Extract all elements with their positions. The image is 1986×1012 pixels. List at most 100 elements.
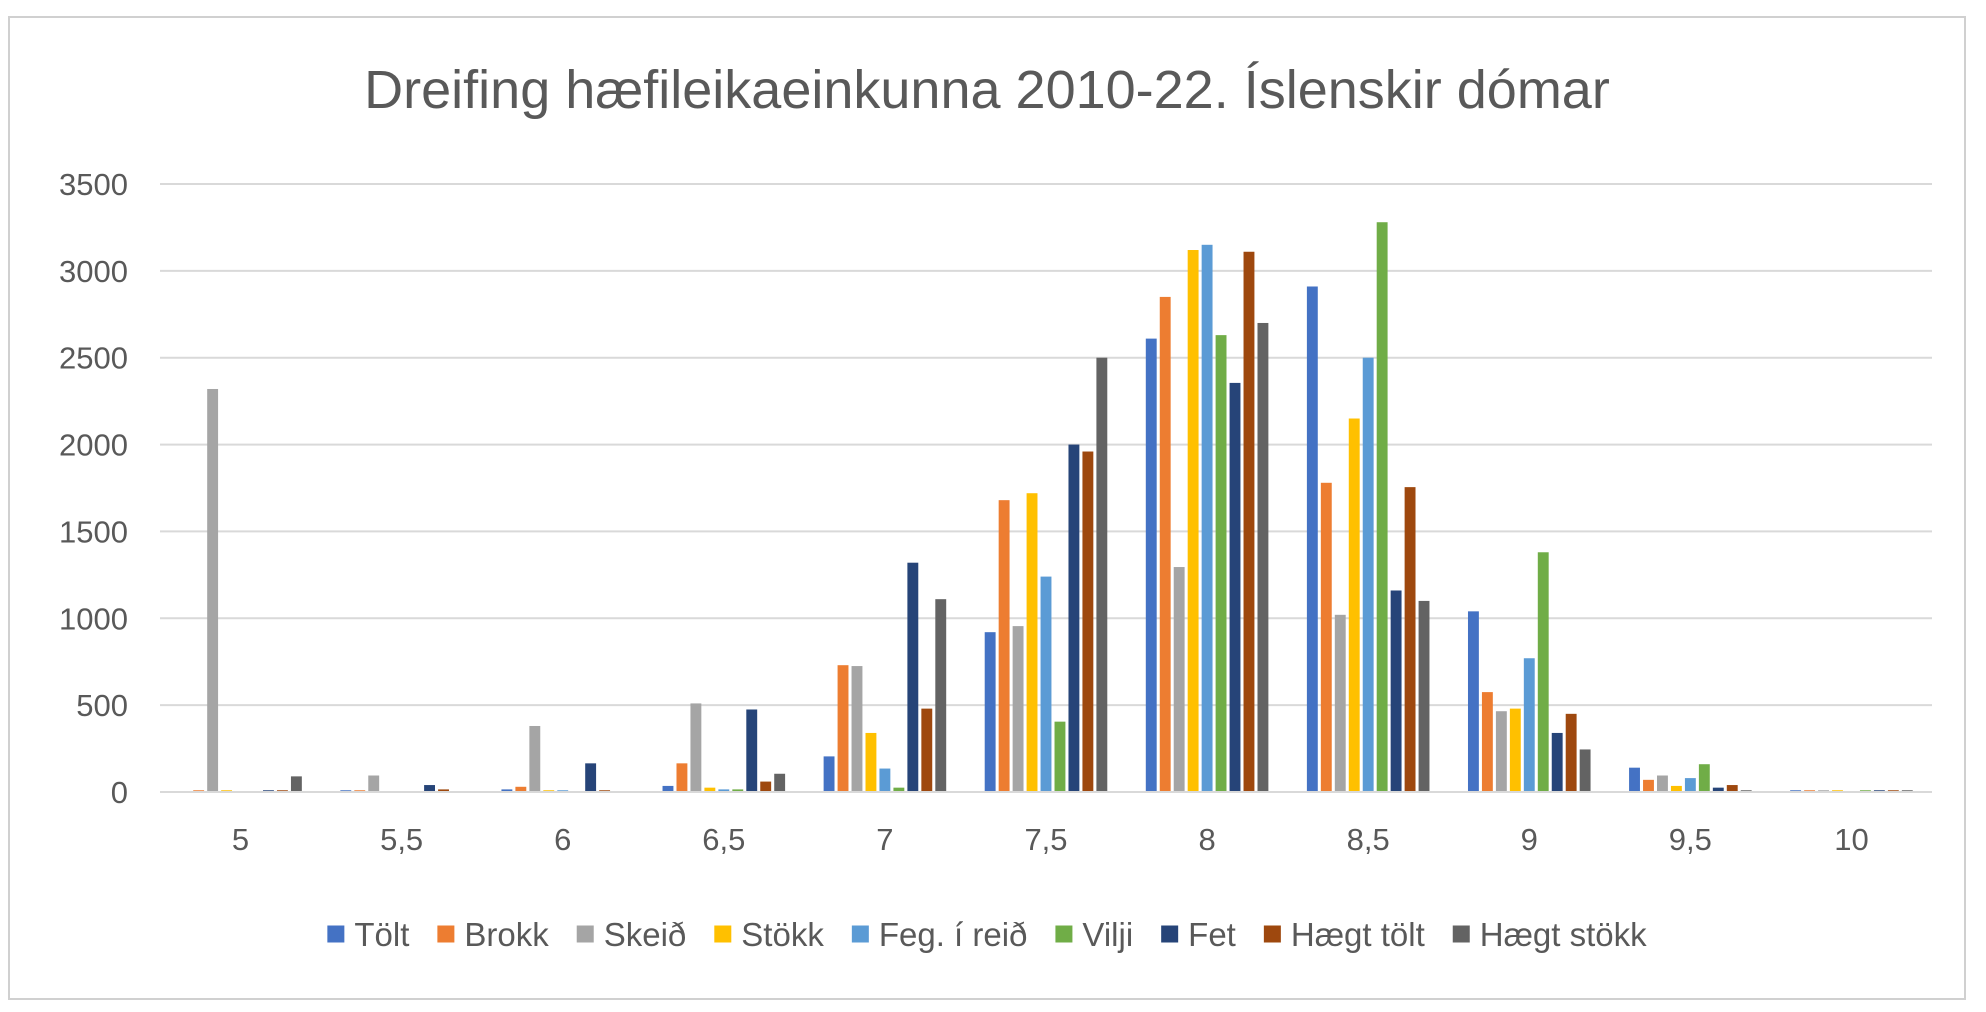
bar-fet-6-5 xyxy=(746,709,758,792)
legend-item: Vilji xyxy=(1055,916,1133,953)
legend-label: Brokk xyxy=(464,916,549,953)
bar-skeið-5 xyxy=(207,388,219,792)
bar-fet-7 xyxy=(907,562,919,792)
x-tick-label: 7,5 xyxy=(1024,822,1067,857)
bar-skeið-9-5 xyxy=(1657,775,1668,792)
bar-hægt-tölt-7-5 xyxy=(1082,451,1094,792)
legend-label: Hægt tölt xyxy=(1291,916,1425,953)
bar-hægt-tölt-6-5 xyxy=(760,781,772,792)
bar-fet-7-5 xyxy=(1068,444,1080,792)
bar-hægt-stökk-6-5 xyxy=(774,773,786,792)
legend-swatch xyxy=(1452,925,1470,943)
bar-tölt-8 xyxy=(1145,338,1157,792)
legend-swatch xyxy=(327,925,345,943)
legend-item: Hægt tölt xyxy=(1263,916,1425,953)
legend: Tölt Brokk Skeið Stökk Feg. í reið Vilji Fet Hæ… xyxy=(327,916,1647,953)
legend-swatch xyxy=(1263,925,1281,943)
bar-feg-í-reið-7-5 xyxy=(1040,576,1052,792)
bar-skeið-6-5 xyxy=(690,703,702,792)
bar-tölt-9-5 xyxy=(1629,767,1640,792)
y-tick-label: 3500 xyxy=(59,167,128,202)
bar-brokk-6-5 xyxy=(676,763,688,792)
bar-hægt-tölt-8 xyxy=(1243,251,1255,792)
x-tick-label: 10 xyxy=(1834,822,1868,857)
bar-tölt-7-5 xyxy=(984,632,996,792)
bar-stökk-8-5 xyxy=(1348,418,1360,792)
bar-hægt-tölt-7 xyxy=(921,708,933,792)
bar-skeið-7-5 xyxy=(1012,626,1024,792)
bar-feg-í-reið-9 xyxy=(1523,658,1535,792)
bar-tölt-6-5 xyxy=(662,785,674,792)
y-tick-label: 2000 xyxy=(59,428,128,463)
bar-brokk-7-5 xyxy=(998,500,1010,792)
bar-feg-í-reið-6-5 xyxy=(718,789,730,792)
bar-brokk-8 xyxy=(1159,296,1171,792)
bar-brokk-9-5 xyxy=(1643,779,1654,792)
gridlines xyxy=(160,183,1932,707)
bar-fet-9 xyxy=(1551,732,1563,792)
legend-swatch xyxy=(437,925,455,943)
bar-skeið-7 xyxy=(851,666,863,792)
bar-feg-í-reið-8 xyxy=(1201,244,1213,793)
y-tick-label: 500 xyxy=(76,688,128,723)
bar-stökk-7-5 xyxy=(1026,493,1038,792)
legend-label: Hægt stökk xyxy=(1480,916,1647,953)
legend-label: Skeið xyxy=(604,916,687,953)
bar-vilji-9-5 xyxy=(1698,764,1710,792)
chart-frame: Dreifing hæfileikaeinkunna 2010-22. Ísle… xyxy=(8,16,1966,1000)
legend-label: Feg. í reið xyxy=(879,916,1028,953)
legend-item: Hægt stökk xyxy=(1452,916,1647,953)
y-axis-tick-labels: 0 500 1000 1500 2000 2500 3000 3500 xyxy=(59,167,128,810)
bar-hægt-tölt-9-5 xyxy=(1726,785,1738,792)
bar-hægt-stökk-9 xyxy=(1579,749,1591,792)
bar-fet-6 xyxy=(585,763,597,792)
legend-item: Fet xyxy=(1161,916,1236,953)
legend-item: Skeið xyxy=(576,916,687,953)
legend-label: Stökk xyxy=(741,916,824,953)
bar-hægt-tölt-8-5 xyxy=(1404,487,1416,792)
x-tick-label: 6,5 xyxy=(702,822,745,857)
bar-fet-8-5 xyxy=(1390,590,1402,792)
x-tick-label: 5 xyxy=(232,822,249,857)
bar-tölt-9 xyxy=(1467,611,1479,792)
legend-label: Fet xyxy=(1188,916,1236,953)
bar-stökk-6-5 xyxy=(704,787,716,792)
bar-tölt-7 xyxy=(823,756,835,792)
chart-svg: Dreifing hæfileikaeinkunna 2010-22. Ísle… xyxy=(59,60,1932,953)
legend-item: Feg. í reið xyxy=(851,916,1028,953)
legend-swatch xyxy=(1161,925,1179,943)
legend-swatch xyxy=(1055,925,1073,943)
y-tick-label: 0 xyxy=(111,775,128,810)
x-tick-label: 8,5 xyxy=(1347,822,1390,857)
bar-stökk-7 xyxy=(865,732,877,792)
bar-feg-í-reið-7 xyxy=(879,768,891,792)
legend-label: Tölt xyxy=(354,916,409,953)
bar-brokk-9 xyxy=(1481,692,1493,792)
bar-skeið-8-5 xyxy=(1334,614,1346,792)
y-tick-label: 1500 xyxy=(59,514,128,549)
bar-stökk-8 xyxy=(1187,250,1199,792)
bar-tölt-6 xyxy=(501,789,513,792)
bar-fet-8 xyxy=(1229,382,1241,792)
bar-vilji-8 xyxy=(1215,335,1227,792)
bar-vilji-8-5 xyxy=(1376,222,1388,793)
bar-hægt-stökk-5 xyxy=(290,776,302,792)
bar-vilji-9 xyxy=(1537,552,1549,792)
bar-fet-5-5 xyxy=(424,785,435,792)
x-tick-label: 8 xyxy=(1198,822,1215,857)
chart-title: Dreifing hæfileikaeinkunna 2010-22. Ísle… xyxy=(364,60,1610,120)
bar-tölt-8-5 xyxy=(1306,286,1318,792)
bars xyxy=(193,222,1913,793)
x-axis-tick-labels: 5 5,5 6 6,5 7 7,5 8 8,5 9 9,5 10 xyxy=(232,822,1869,857)
bar-brokk-8-5 xyxy=(1320,482,1332,792)
bar-stökk-9-5 xyxy=(1670,785,1682,792)
bar-hægt-stökk-8 xyxy=(1257,322,1269,792)
y-tick-label: 2500 xyxy=(59,341,128,376)
bar-hægt-tölt-9 xyxy=(1565,713,1577,792)
bar-hægt-stökk-7 xyxy=(935,599,947,792)
bar-skeið-6 xyxy=(529,725,541,792)
legend-label: Vilji xyxy=(1082,916,1133,953)
bar-vilji-7-5 xyxy=(1054,721,1066,792)
legend-item: Tölt xyxy=(327,916,409,953)
bar-feg-í-reið-9-5 xyxy=(1684,778,1696,792)
